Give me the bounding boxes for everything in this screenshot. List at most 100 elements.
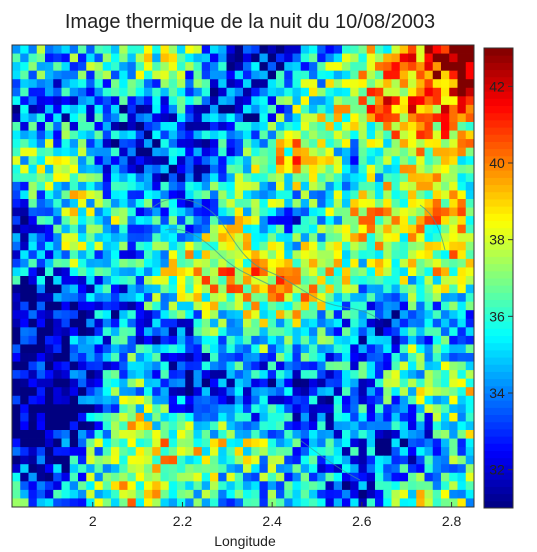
heatmap-cell [185,250,194,260]
heatmap-cell [333,370,343,380]
heatmap-cell [457,62,467,72]
heatmap-cell [350,387,359,397]
heatmap-cell [45,284,54,294]
heatmap-cell [325,113,335,123]
heatmap-cell [210,421,219,431]
heatmap-cell [12,481,21,491]
heatmap-cell [94,412,104,422]
heatmap-cell [69,481,79,491]
heatmap-cell [144,438,153,448]
heatmap-cell [234,241,244,251]
heatmap-cell [28,250,38,260]
heatmap-cell [333,361,343,371]
heatmap-cell [152,353,161,362]
heatmap-cell [300,301,310,311]
heatmap-cell [102,464,112,474]
heatmap-cell [267,70,277,80]
heatmap-cell [383,267,392,277]
colorbar-segment [484,191,513,200]
heatmap-cell [45,327,54,337]
heatmap-cell [185,241,194,251]
heatmap-cell [28,122,38,131]
heatmap-cell [20,430,29,439]
heatmap-cell [259,447,269,457]
heatmap-cell [457,250,467,260]
heatmap-cell [441,395,450,405]
heatmap-cell [325,156,335,166]
heatmap-cell [284,258,293,268]
heatmap-cell [152,233,161,243]
heatmap-cell [259,164,269,174]
heatmap-cell [284,79,293,89]
heatmap-cell [358,404,368,414]
heatmap-cell [226,335,236,345]
heatmap-cell [276,62,285,72]
heatmap-cell [284,122,293,131]
heatmap-cell [251,430,260,439]
heatmap-cell [432,156,442,166]
heatmap-cell [36,361,46,371]
heatmap-cell [251,87,260,97]
heatmap-cell [441,233,450,243]
heatmap-cell [358,387,368,397]
heatmap-cell [267,113,277,123]
heatmap-cell [193,387,203,397]
heatmap-cell [119,53,128,63]
heatmap-cell [78,258,87,268]
heatmap-cell [375,489,384,499]
heatmap-cell [111,45,120,54]
heatmap-cell [391,250,401,260]
heatmap-cell [201,318,211,328]
heatmap-cell [177,370,186,380]
heatmap-cell [457,267,467,277]
heatmap-cell [28,430,38,439]
heatmap-cell [119,301,128,311]
heatmap-cell [342,45,351,54]
heatmap-cell [12,241,21,251]
heatmap-cell [210,361,219,371]
heatmap-cell [309,104,318,114]
heatmap-cell [20,472,29,482]
heatmap-cell [243,190,252,200]
heatmap-cell [119,130,128,140]
heatmap-cell [102,395,112,405]
heatmap-cell [342,361,351,371]
heatmap-cell [325,301,335,311]
heatmap-cell [309,139,318,149]
heatmap-cell [177,62,186,72]
heatmap-cell [135,284,145,294]
heatmap-cell [284,481,293,491]
heatmap-cell [127,489,137,499]
heatmap-cell [284,181,293,191]
river-contours [149,198,446,481]
heatmap-cell [465,79,475,89]
heatmap-cell [300,370,310,380]
heatmap-cell [160,250,170,260]
heatmap-cell [243,181,252,191]
heatmap-cell [94,224,104,234]
heatmap-cell [127,472,137,482]
heatmap-cell [177,318,186,328]
heatmap-cell [267,301,277,311]
heatmap-cell [375,447,384,457]
heatmap-cell [218,284,227,294]
heatmap-cell [201,87,211,97]
heatmap-cell [111,164,120,174]
heatmap-cell [234,301,244,311]
heatmap-cell [119,293,128,303]
colorbar-segment [484,141,513,150]
heatmap-cell [441,335,450,345]
heatmap-cell [383,258,392,268]
heatmap-cell [20,489,29,499]
colorbar-segment [484,98,513,106]
heatmap-cell [36,79,46,89]
heatmap-cell [408,498,417,508]
colorbar-segment [484,335,513,344]
heatmap-cell [94,447,104,457]
heatmap-cell [259,62,269,72]
heatmap-cell [61,318,71,328]
heatmap-cell [177,130,186,140]
heatmap-cell [350,87,359,97]
heatmap-cell [201,353,211,362]
heatmap-cell [432,421,442,431]
